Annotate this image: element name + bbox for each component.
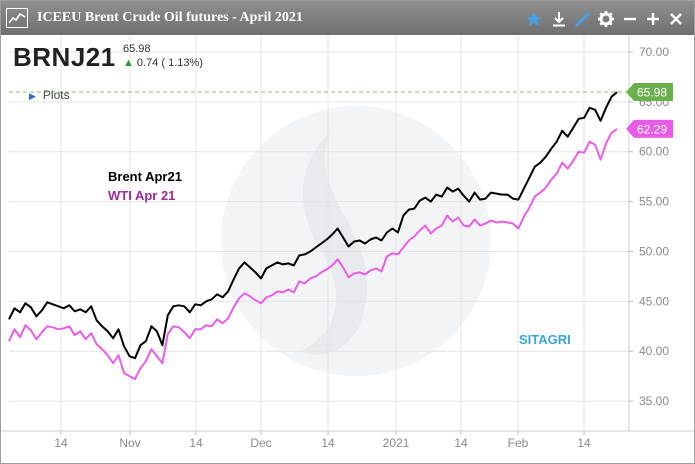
chart-annotation: WTI Apr 21 — [108, 188, 175, 203]
y-tick-label: 55.00 — [639, 195, 669, 209]
y-tick-label: 40.00 — [639, 344, 669, 358]
y-tick-label: 45.00 — [639, 294, 669, 308]
x-tick-label: Nov — [119, 436, 140, 450]
chart-annotation: SITAGRI — [519, 332, 571, 347]
price-change-value: 0.74 ( 1.13%) — [136, 57, 203, 69]
last-value-tag-brent: 65.98 — [626, 83, 673, 102]
close-icon[interactable] — [667, 10, 685, 28]
tag-shape — [626, 119, 673, 138]
price-chart[interactable]: 35.0040.0045.0050.0055.0060.0065.0070.00… — [1, 35, 694, 463]
gear-icon[interactable] — [597, 10, 615, 28]
y-tick-label: 35.00 — [639, 394, 669, 408]
chart-app-icon — [6, 8, 28, 28]
plots-toggle[interactable]: ▶ Plots — [29, 88, 70, 102]
x-tick-label: 14 — [54, 436, 68, 450]
y-tick-label: 50.00 — [639, 244, 669, 258]
ticker-symbol: BRNJ21 — [13, 42, 116, 72]
y-tick-label: 60.00 — [639, 145, 669, 159]
pencil-icon[interactable] — [574, 10, 592, 28]
x-tick-label: Dec — [250, 436, 271, 450]
download-icon[interactable] — [550, 10, 568, 28]
last-price: 65.98 — [123, 43, 151, 55]
last-value-tag-wti: 62.29 — [626, 119, 673, 138]
x-tick-label: 14 — [189, 436, 203, 450]
x-tick-label: 14 — [454, 436, 468, 450]
up-arrow-icon: ▲ — [123, 57, 134, 69]
tag-text: 62.29 — [637, 122, 667, 136]
x-tick-label: 14 — [321, 436, 335, 450]
tag-shape — [626, 83, 673, 102]
title-bar[interactable]: ICEEU Brent Crude Oil futures - April 20… — [1, 1, 694, 35]
chart-annotation: Brent Apr21 — [108, 169, 182, 184]
y-tick-label: 70.00 — [639, 45, 669, 59]
window-title: ICEEU Brent Crude Oil futures - April 20… — [37, 10, 303, 25]
x-tick-label: 2021 — [383, 436, 410, 450]
price-change: ▲ 0.74 ( 1.13%) — [123, 57, 203, 69]
plots-label: Plots — [42, 88, 70, 102]
play-triangle-icon: ▶ — [29, 91, 36, 101]
star-icon[interactable] — [525, 10, 543, 28]
tag-text: 65.98 — [637, 86, 667, 100]
minimize-icon[interactable] — [621, 10, 639, 28]
watermark-swirl — [301, 131, 368, 355]
x-tick-label: Feb — [508, 436, 529, 450]
series-line-brent — [8, 91, 618, 360]
maximize-icon[interactable] — [644, 10, 662, 28]
series-line-wti — [8, 128, 618, 381]
x-tick-label: 14 — [577, 436, 591, 450]
